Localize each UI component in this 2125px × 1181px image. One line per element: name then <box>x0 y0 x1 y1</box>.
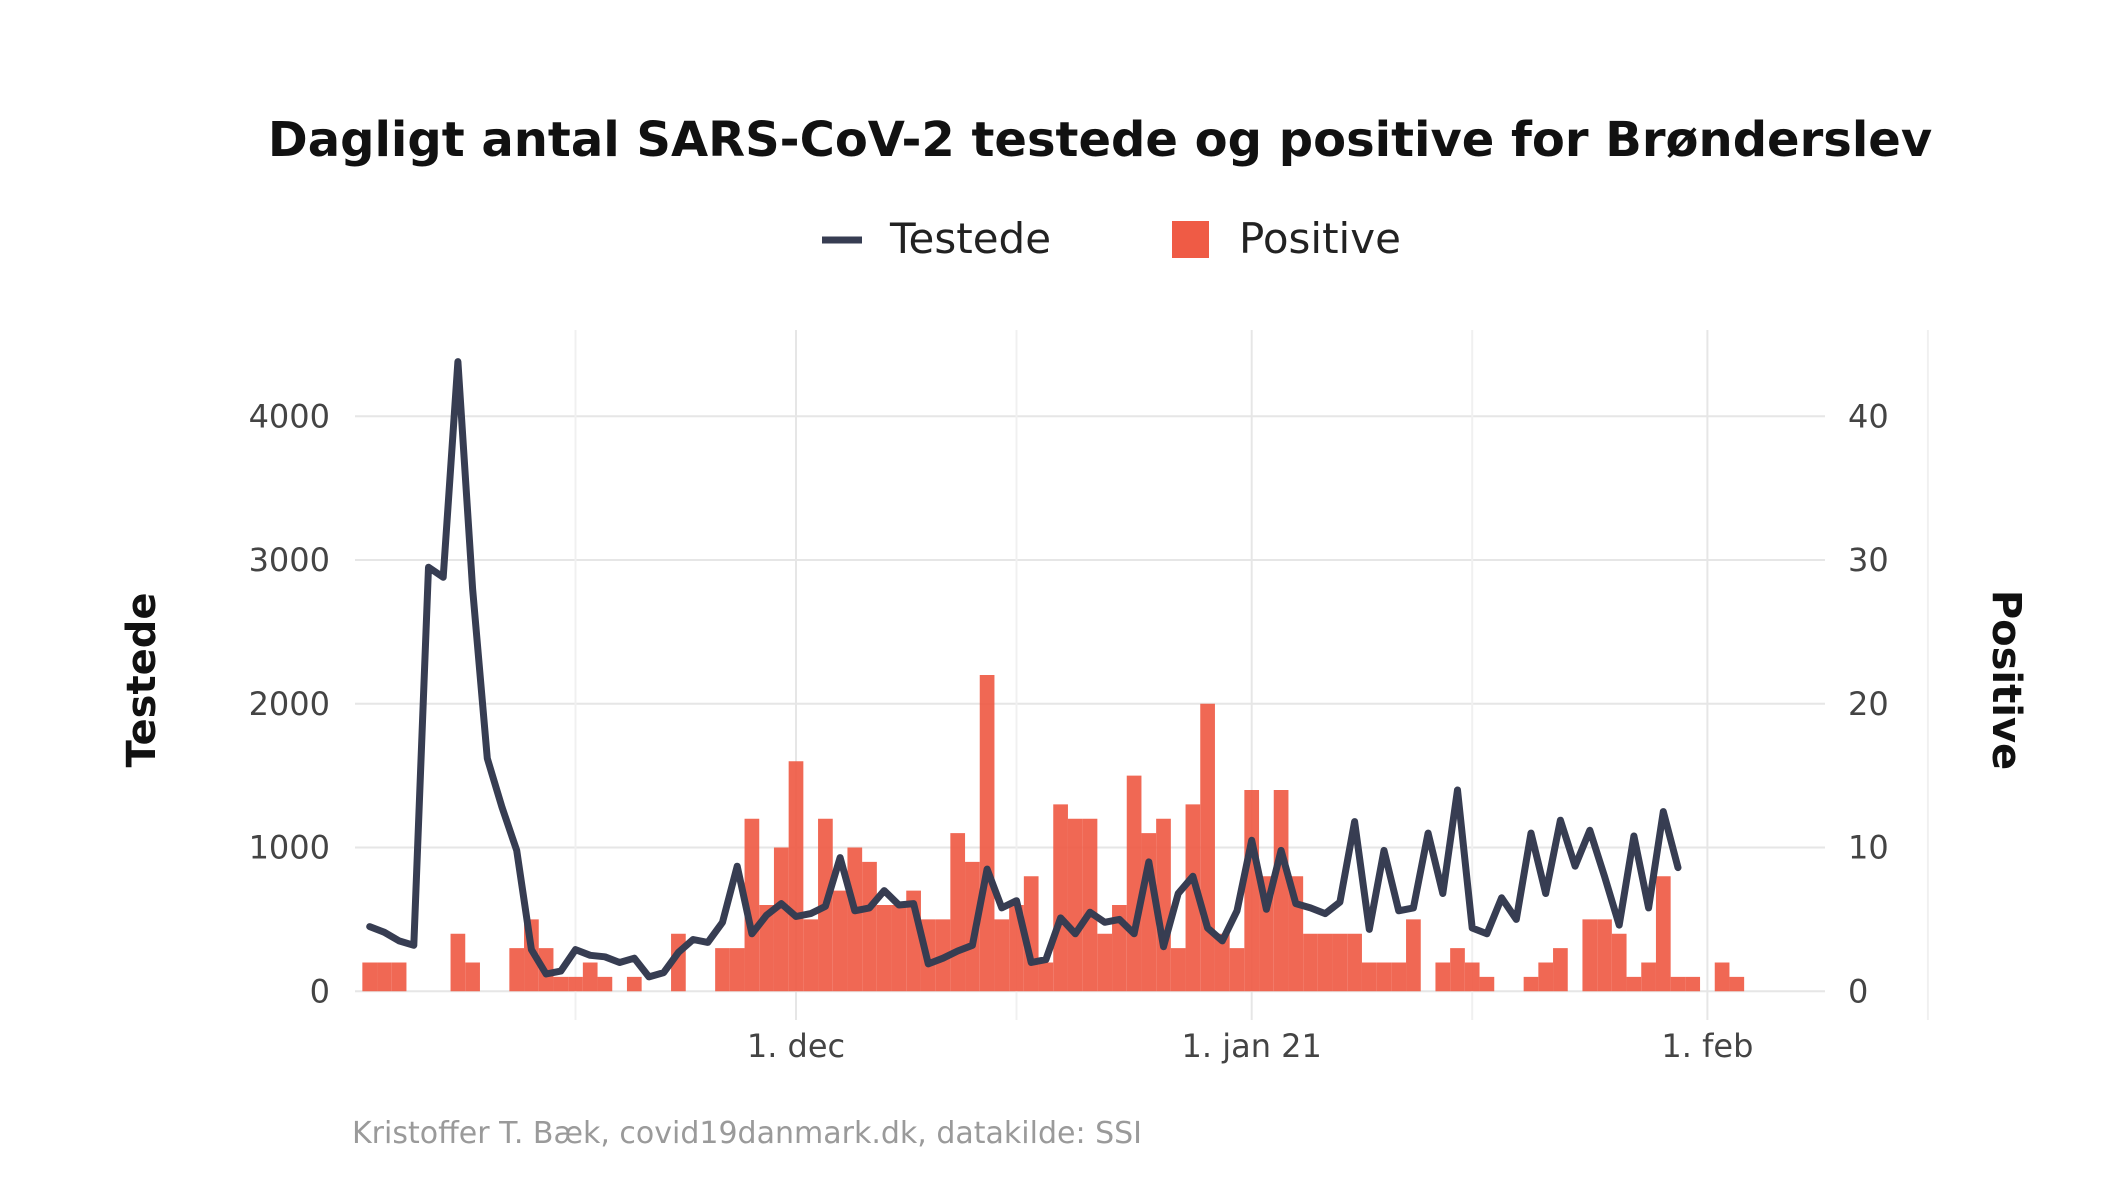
y-right-tick-label: 0 <box>1848 972 1868 1010</box>
legend-positive-swatch <box>1172 221 1209 258</box>
positive-bar <box>832 890 848 992</box>
y-right-tick-label: 10 <box>1848 829 1889 867</box>
positive-bar <box>1464 962 1480 992</box>
legend-testede-label: Testede <box>889 214 1051 263</box>
x-axis: 1. dec 1. jan 21 1. feb <box>747 1027 1754 1065</box>
positive-bar <box>391 962 407 992</box>
positive-bar <box>1582 919 1598 992</box>
right-axis: 0 10 20 30 40 <box>1848 397 1889 1010</box>
y-right-tick-label: 20 <box>1848 685 1889 723</box>
positive-bar <box>1141 833 1157 992</box>
y-axis-left-title: Testede <box>119 593 165 768</box>
positive-bar <box>729 948 745 992</box>
positive-bar <box>1714 962 1730 992</box>
positive-bar <box>994 919 1010 992</box>
positive-bar <box>1685 976 1701 992</box>
positive-bar <box>1170 948 1186 992</box>
positive-bar <box>773 847 789 992</box>
positive-bar <box>1067 818 1083 992</box>
positive-bar <box>788 761 804 992</box>
positive-bar <box>1479 976 1495 992</box>
positive-bar <box>744 818 760 992</box>
positive-bar <box>1185 804 1201 992</box>
positive-bar <box>759 905 774 992</box>
positive-bar <box>1244 790 1260 992</box>
positive-bar <box>450 933 466 992</box>
positive-bar <box>1273 790 1289 992</box>
positive-bar <box>715 948 730 992</box>
x-tick-label: 1. feb <box>1661 1027 1753 1065</box>
positive-bar <box>1435 962 1451 992</box>
positive-bar <box>582 962 598 992</box>
y-right-tick-label: 30 <box>1848 541 1889 579</box>
left-axis: 0 1000 2000 3000 4000 <box>249 397 330 1010</box>
positive-bar <box>1082 818 1098 992</box>
caption: Kristoffer T. Bæk, covid19danmark.dk, da… <box>352 1116 1142 1151</box>
positive-bar <box>1097 933 1113 992</box>
positive-bar <box>568 976 583 992</box>
y-left-tick-label: 4000 <box>249 397 330 435</box>
positive-bar <box>1361 962 1377 992</box>
positive-bar <box>1126 775 1142 992</box>
positive-bar <box>862 861 877 992</box>
positive-bar <box>1376 962 1392 992</box>
y-left-tick-label: 2000 <box>249 685 330 723</box>
positive-bar <box>597 976 613 992</box>
positive-bar <box>553 976 569 992</box>
y-left-tick-label: 1000 <box>249 829 330 867</box>
testede-line-layer <box>366 358 1682 981</box>
positive-bar <box>1523 976 1539 992</box>
positive-bar <box>377 962 392 992</box>
x-tick-label: 1. jan 21 <box>1182 1027 1322 1065</box>
legend: Testede Positive <box>822 214 1401 263</box>
positive-bar <box>1156 818 1171 992</box>
positive-bar <box>847 847 863 992</box>
positive-bar <box>1641 962 1656 992</box>
y-left-tick-label: 3000 <box>249 541 330 579</box>
positive-bar <box>362 962 378 992</box>
positive-bar <box>1053 804 1068 992</box>
positive-bar <box>1597 919 1612 992</box>
positive-bar <box>1303 933 1318 992</box>
positive-bar <box>1406 919 1421 992</box>
positive-bar <box>965 861 980 992</box>
positive-bar <box>465 962 480 992</box>
positive-bar <box>1229 948 1245 992</box>
positive-bar <box>876 905 892 992</box>
positive-bar <box>891 905 907 992</box>
y-right-tick-label: 40 <box>1848 397 1889 435</box>
positive-bar <box>1214 933 1230 992</box>
positive-bar <box>509 948 525 992</box>
positive-bar <box>1538 962 1554 992</box>
positive-bar <box>803 919 819 992</box>
positive-bar <box>1553 948 1568 992</box>
positive-bar <box>1626 976 1642 992</box>
x-tick-label: 1. dec <box>747 1027 845 1065</box>
positive-bar <box>1611 933 1627 992</box>
positive-bar <box>1391 962 1407 992</box>
positive-bar <box>1317 933 1333 992</box>
positive-bar <box>1729 976 1745 992</box>
y-axis-right-title: Positive <box>1983 590 2029 770</box>
positive-bar <box>1670 976 1686 992</box>
positive-bar <box>626 976 642 992</box>
positive-bar <box>1200 703 1215 992</box>
testede-line <box>366 358 1682 981</box>
positive-bar <box>1347 933 1362 992</box>
positive-bar <box>1450 948 1465 992</box>
positive-bar <box>1332 933 1348 992</box>
positive-bar <box>1038 962 1054 992</box>
y-left-tick-label: 0 <box>310 972 330 1010</box>
legend-positive-label: Positive <box>1239 214 1401 263</box>
chart-title: Dagligt antal SARS-CoV-2 testede og posi… <box>268 112 1932 168</box>
positive-bar <box>1655 876 1671 992</box>
positive-bar <box>950 833 966 992</box>
positive-bar <box>979 675 995 992</box>
